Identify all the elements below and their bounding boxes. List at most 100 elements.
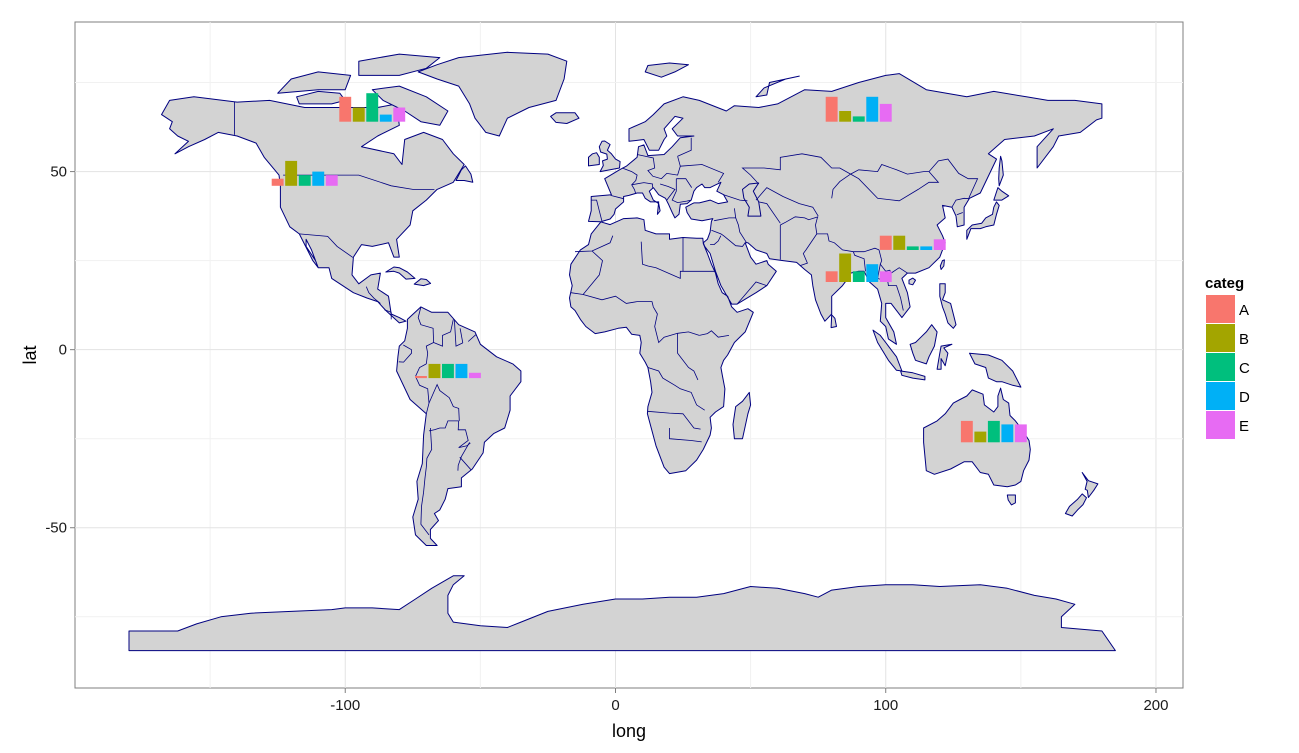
y-tick-label: 50	[50, 164, 67, 181]
country-border	[951, 197, 969, 208]
country-border	[420, 427, 433, 536]
country-border	[699, 330, 730, 338]
bar-d	[1001, 424, 1014, 443]
country-border	[741, 153, 851, 185]
bar-e	[879, 271, 892, 282]
country-border	[723, 194, 748, 202]
country-border	[647, 367, 705, 411]
legend-key-d	[1206, 382, 1235, 410]
land-cuba	[385, 266, 416, 280]
land-novaya-zemlya	[755, 75, 800, 98]
bar-c	[852, 271, 865, 282]
bar-b	[285, 160, 298, 186]
country-border	[637, 154, 681, 180]
bar-a	[825, 271, 838, 282]
bar-group	[960, 420, 1027, 443]
bar-b	[974, 431, 987, 443]
country-border	[676, 178, 693, 188]
bar-e	[325, 175, 338, 186]
country-border	[457, 420, 471, 448]
country-border	[582, 294, 654, 307]
land-ireland	[588, 152, 600, 167]
bar-d	[379, 114, 392, 122]
land-java	[900, 370, 926, 381]
country-border	[299, 233, 354, 258]
country-border	[457, 442, 470, 471]
land-madagascar	[732, 391, 752, 440]
land-arctic-islands	[277, 71, 352, 94]
legend-key-c	[1206, 353, 1235, 381]
bar-b	[893, 235, 906, 250]
land-taiwan	[939, 259, 945, 270]
legend-title: categ	[1205, 275, 1244, 292]
country-border	[755, 187, 819, 217]
land-japan	[966, 201, 1000, 240]
land-newfoundland	[455, 165, 474, 183]
country-border	[669, 428, 702, 443]
world-land	[128, 51, 1116, 652]
country-border	[570, 250, 603, 295]
legend-label: D	[1239, 389, 1250, 406]
land-new-zealand-north	[1081, 472, 1099, 498]
land-antarctica	[128, 575, 1116, 652]
country-border	[780, 216, 819, 226]
bar-a	[339, 96, 352, 122]
bar-e	[1014, 424, 1027, 443]
country-border	[574, 235, 614, 253]
legend-label: C	[1239, 360, 1250, 377]
land-sulawesi	[936, 343, 953, 370]
bar-c	[366, 93, 379, 122]
country-border	[622, 167, 638, 194]
legend-key-e	[1206, 411, 1235, 439]
country-border	[711, 229, 746, 247]
bar-e	[879, 103, 892, 122]
y-tick-label: -50	[45, 520, 67, 537]
land-great-britain	[598, 140, 621, 173]
country-border	[677, 333, 699, 381]
bar-a	[879, 235, 892, 250]
bar-group	[339, 93, 406, 122]
bar-group	[415, 363, 481, 379]
bar-e	[393, 107, 406, 122]
bar-groups	[271, 93, 1027, 443]
x-axis-title: long	[612, 721, 646, 741]
country-border	[852, 251, 866, 272]
bar-b	[839, 253, 852, 282]
land-ellesmere	[358, 53, 441, 76]
country-border	[799, 216, 818, 266]
bar-d	[312, 171, 325, 186]
bar-a	[960, 420, 973, 443]
country-border	[591, 199, 603, 222]
country-border	[428, 420, 459, 432]
country-border	[647, 410, 701, 430]
country-border	[710, 235, 722, 245]
land-tasmania	[1006, 494, 1016, 506]
bar-d	[920, 246, 933, 250]
bar-group	[825, 96, 892, 122]
bar-c	[298, 175, 311, 186]
country-border	[384, 309, 392, 320]
country-border	[956, 212, 963, 216]
bar-d	[455, 363, 468, 379]
land-new-guinea	[969, 352, 1022, 388]
land-philippines	[939, 283, 957, 329]
country-border	[680, 164, 725, 183]
bar-c	[852, 116, 865, 122]
country-border	[417, 306, 435, 364]
land-hokkaido	[993, 187, 1010, 201]
legend-key-b	[1206, 324, 1235, 352]
bar-e	[933, 239, 946, 250]
country-border	[433, 319, 454, 347]
legend-label: A	[1239, 302, 1249, 319]
y-tick-label: 0	[59, 342, 67, 359]
country-border	[659, 183, 676, 201]
bar-d	[866, 264, 879, 282]
legend-label: B	[1239, 331, 1249, 348]
land-borneo	[909, 324, 938, 365]
country-border	[652, 306, 700, 344]
land-greenland	[417, 51, 568, 137]
bar-e	[469, 372, 481, 379]
land-victoria-island	[296, 90, 346, 105]
country-border	[398, 344, 412, 363]
